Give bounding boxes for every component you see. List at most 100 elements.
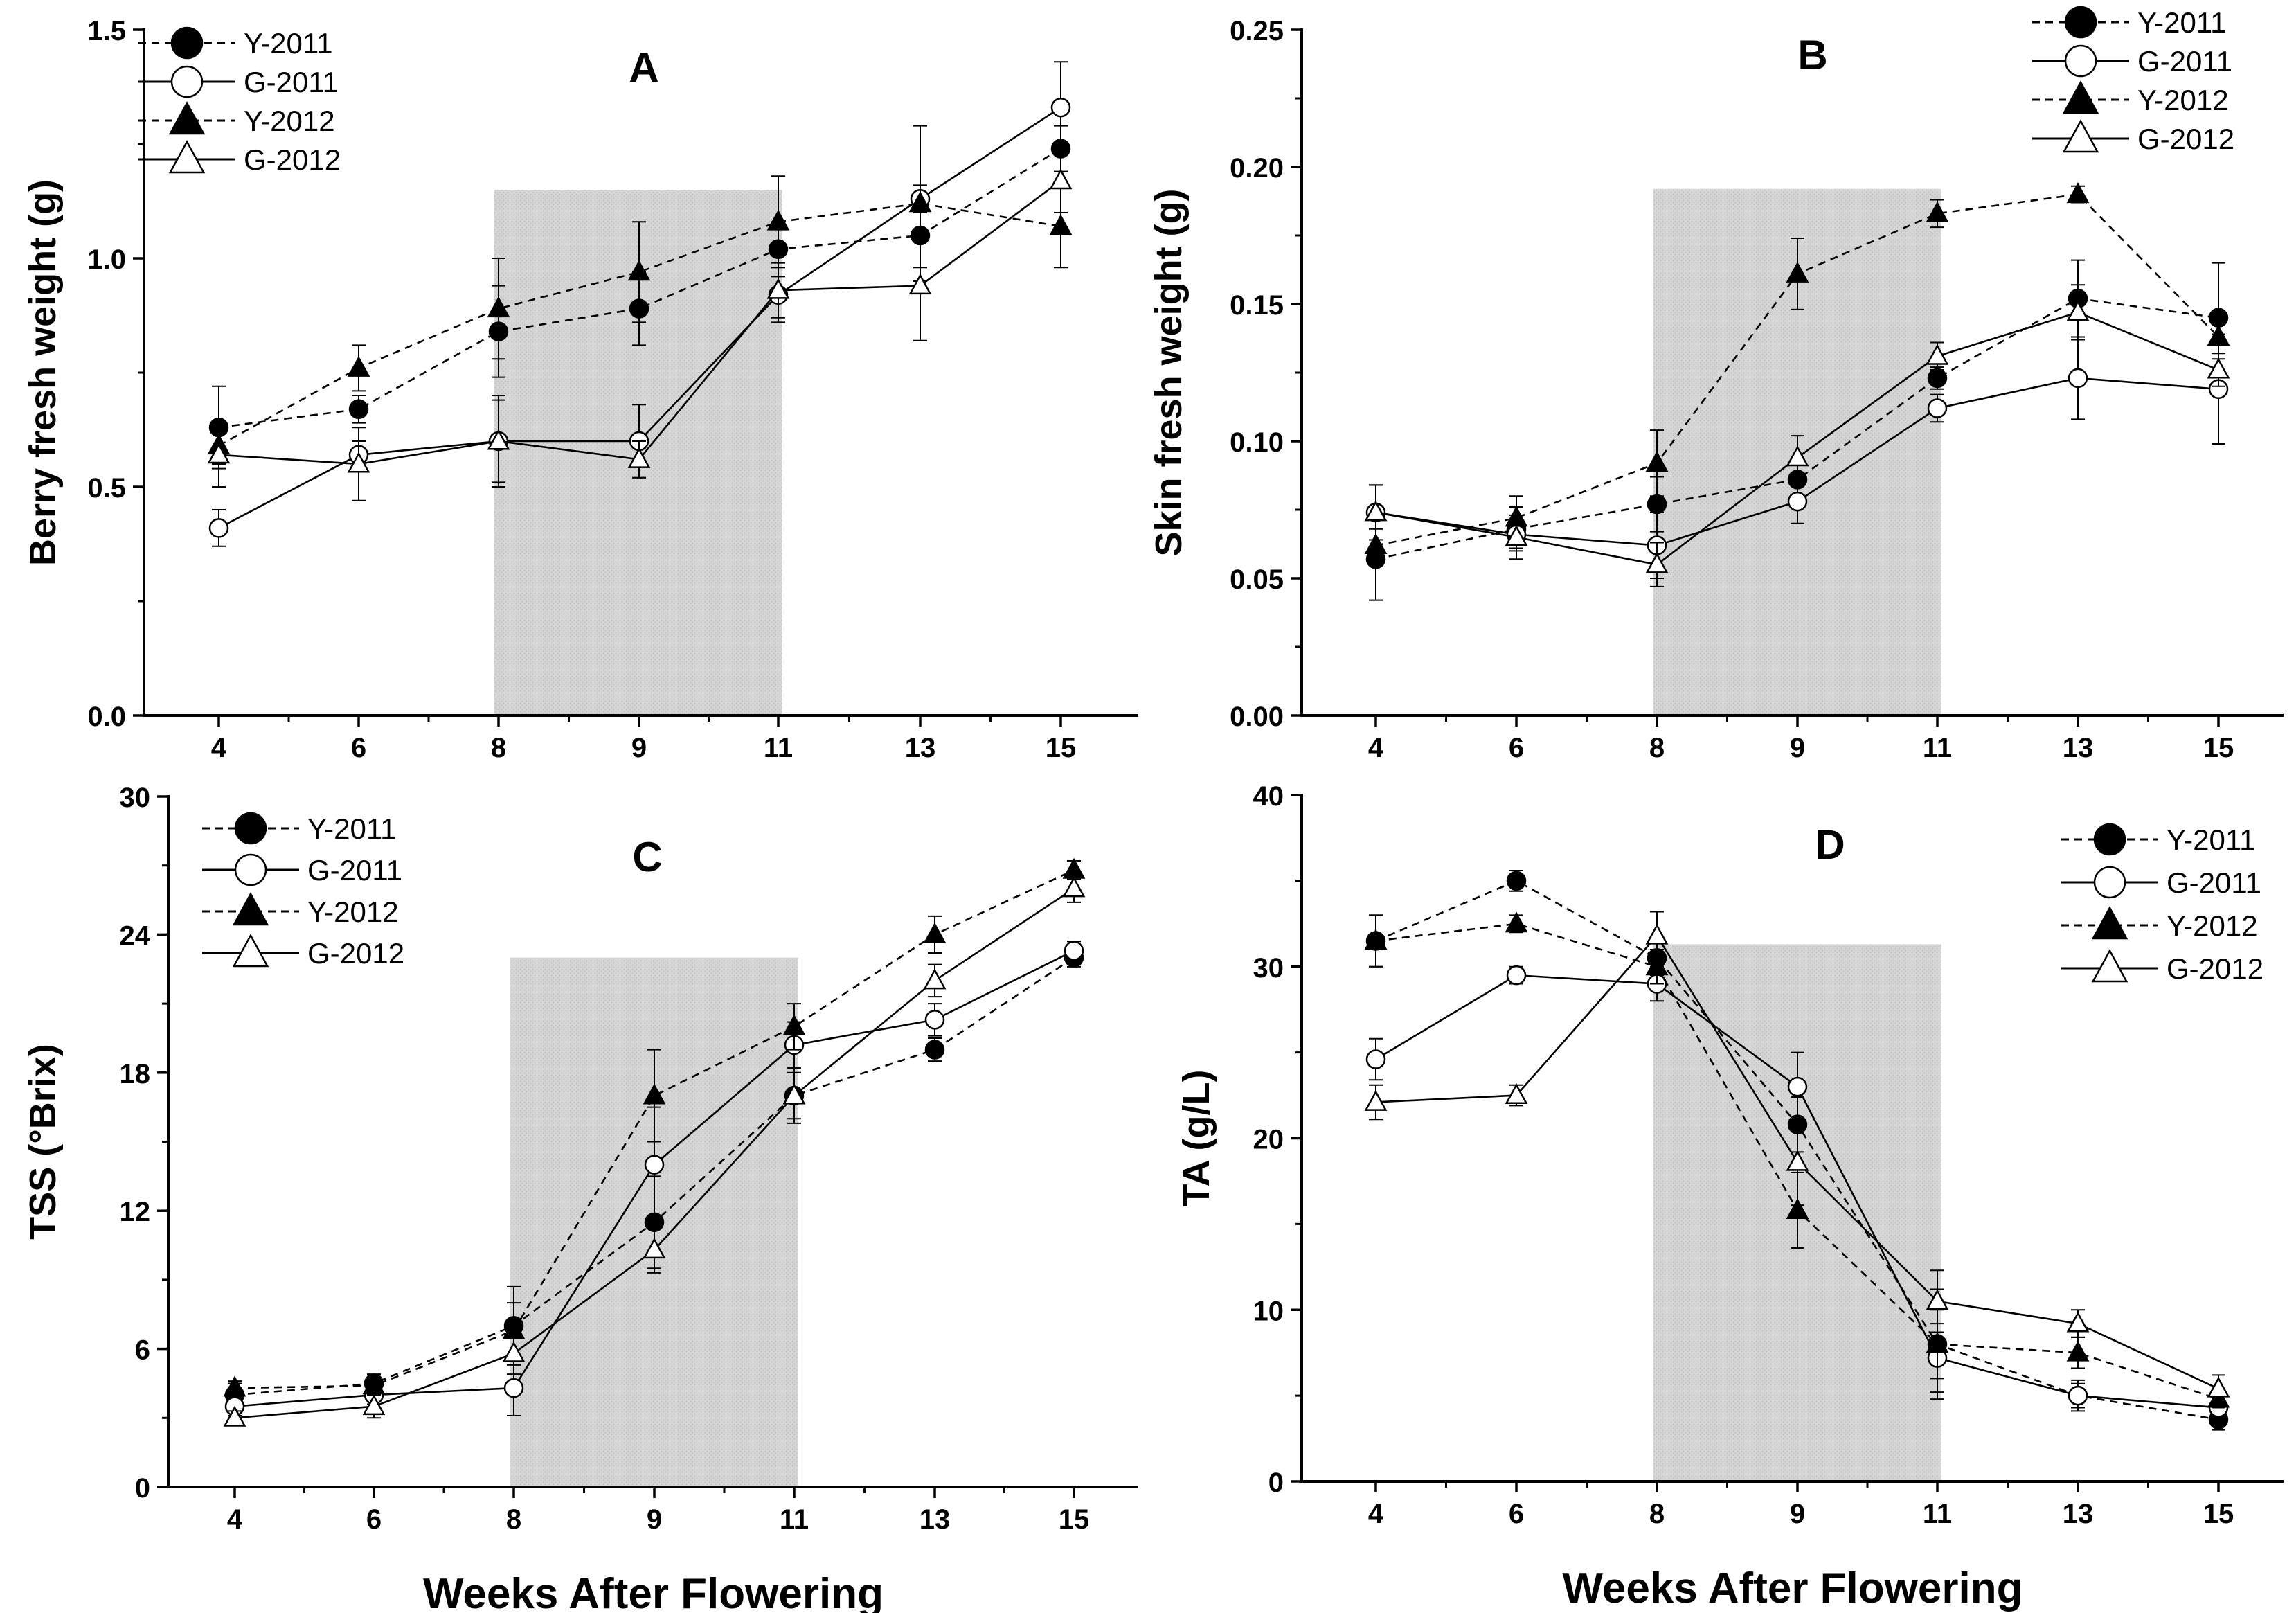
- data-point: [487, 296, 510, 318]
- data-point: [1786, 445, 1809, 467]
- legend: Y-2011 G-2011 Y-2012 G-2012: [202, 812, 404, 970]
- data-point: [1786, 261, 1809, 283]
- x-tick-label: 13: [905, 733, 936, 763]
- x-tick-label: 6: [366, 1504, 382, 1535]
- y-tick-label: 30: [1253, 953, 1284, 983]
- data-point: [1647, 494, 1667, 515]
- legend-label: Y-2011: [244, 27, 332, 60]
- y-tick-label: 0.10: [1230, 427, 1284, 458]
- x-tick-label: 11: [1923, 733, 1952, 763]
- y-tick-label: 0.05: [1230, 564, 1284, 595]
- data-point: [923, 922, 947, 943]
- data-point: [2066, 1340, 2090, 1362]
- legend-label: G-2012: [307, 937, 404, 970]
- series-g-2012: [1364, 911, 2230, 1404]
- y-tick-label: 0.15: [1230, 290, 1284, 321]
- y-tick-label: 0: [1268, 1468, 1284, 1498]
- data-point: [924, 1010, 945, 1030]
- legend-marker: [2062, 80, 2099, 114]
- data-point: [1365, 1049, 1386, 1069]
- data-point: [1050, 97, 1071, 118]
- y-tick-label: 0.00: [1230, 702, 1284, 732]
- y-axis-title: Skin fresh weight (g): [1148, 188, 1190, 556]
- data-point: [1049, 214, 1073, 235]
- panel-title: B: [1797, 32, 1827, 78]
- data-point: [1645, 954, 1669, 976]
- y-tick-label: 0.25: [1230, 16, 1284, 46]
- legend-label: G-2011: [244, 66, 339, 98]
- data-point: [487, 429, 510, 450]
- data-point: [1926, 1289, 1949, 1310]
- legend-label: G-2011: [307, 854, 402, 886]
- legend-marker: [168, 101, 206, 135]
- x-tick-label: 4: [1368, 733, 1384, 763]
- x-tick-label: 15: [2203, 733, 2234, 763]
- data-point: [766, 278, 790, 299]
- data-point: [1645, 552, 1669, 573]
- y-tick-label: 1.5: [87, 16, 126, 46]
- x-tick-label: 8: [491, 733, 506, 763]
- legend-marker: [234, 853, 267, 886]
- data-point: [908, 191, 932, 213]
- y-tick-label: 10: [1253, 1296, 1284, 1326]
- legend-label: Y-2012: [2137, 84, 2229, 116]
- data-point: [1049, 168, 1073, 190]
- panel-title: C: [632, 834, 662, 880]
- data-point: [782, 1014, 806, 1035]
- data-point: [1787, 1076, 1808, 1097]
- x-tick-label: 6: [1509, 733, 1524, 763]
- y-tick-label: 12: [120, 1197, 151, 1227]
- data-point: [627, 447, 651, 468]
- series-g-2012: [207, 148, 1073, 501]
- data-point: [1064, 941, 1084, 961]
- x-axis-title: Weeks After Flowering: [1563, 1565, 2023, 1612]
- data-point: [2207, 324, 2230, 346]
- legend-label: Y-2012: [2167, 909, 2258, 942]
- y-tick-label: 0: [135, 1473, 150, 1504]
- y-tick-label: 24: [120, 920, 151, 951]
- legend-marker: [170, 26, 204, 60]
- x-tick-label: 9: [1790, 1499, 1805, 1529]
- data-point: [2066, 300, 2090, 321]
- legend: Y-2011 G-2011 Y-2012 G-2012: [2061, 823, 2263, 985]
- legend-label: Y-2011: [307, 812, 396, 845]
- data-point: [502, 1341, 526, 1362]
- x-tick-label: 13: [2063, 733, 2094, 763]
- data-point: [347, 355, 370, 377]
- data-point: [2207, 357, 2230, 379]
- x-tick-label: 13: [2063, 1499, 2094, 1529]
- y-tick-label: 18: [120, 1059, 151, 1089]
- data-point: [644, 1155, 665, 1175]
- data-point: [208, 518, 229, 538]
- legend: Y-2011 G-2011 Y-2012 G-2012: [138, 26, 341, 176]
- data-point: [1062, 876, 1086, 898]
- data-point: [1926, 201, 1949, 222]
- y-tick-label: 1.0: [87, 244, 126, 275]
- legend-marker: [170, 65, 204, 98]
- legend-label: Y-2012: [307, 895, 399, 928]
- legend-marker: [2064, 44, 2097, 78]
- legend-label: G-2011: [2137, 45, 2232, 78]
- x-tick-label: 6: [351, 733, 366, 763]
- data-point: [348, 399, 369, 420]
- data-point: [1505, 525, 1528, 546]
- legend-label: Y-2011: [2167, 823, 2255, 856]
- legend-label: G-2012: [2137, 123, 2234, 155]
- legend-marker: [2064, 6, 2097, 39]
- y-tick-label: 0.5: [87, 473, 126, 503]
- panel-d: 0 10 20 30 40 4 6 8 9 11 13 15 TA (g/L) Weeks After F…: [1176, 781, 2284, 1612]
- data-point: [1786, 1150, 1809, 1171]
- data-point: [1505, 911, 1528, 933]
- series-y-2012: [1364, 182, 2230, 563]
- x-tick-label: 11: [764, 733, 793, 763]
- legend: Y-2011 G-2011 Y-2012 G-2012: [2032, 6, 2234, 155]
- data-point: [1506, 965, 1527, 986]
- data-point: [2207, 1376, 2230, 1398]
- x-axis-title: Weeks After Flowering: [423, 1570, 884, 1613]
- legend-label: G-2012: [244, 143, 341, 176]
- x-tick-label: 11: [780, 1504, 809, 1535]
- data-point: [1927, 368, 1948, 389]
- data-point: [347, 452, 370, 473]
- data-point: [1506, 871, 1527, 891]
- x-tick-label: 13: [920, 1504, 951, 1535]
